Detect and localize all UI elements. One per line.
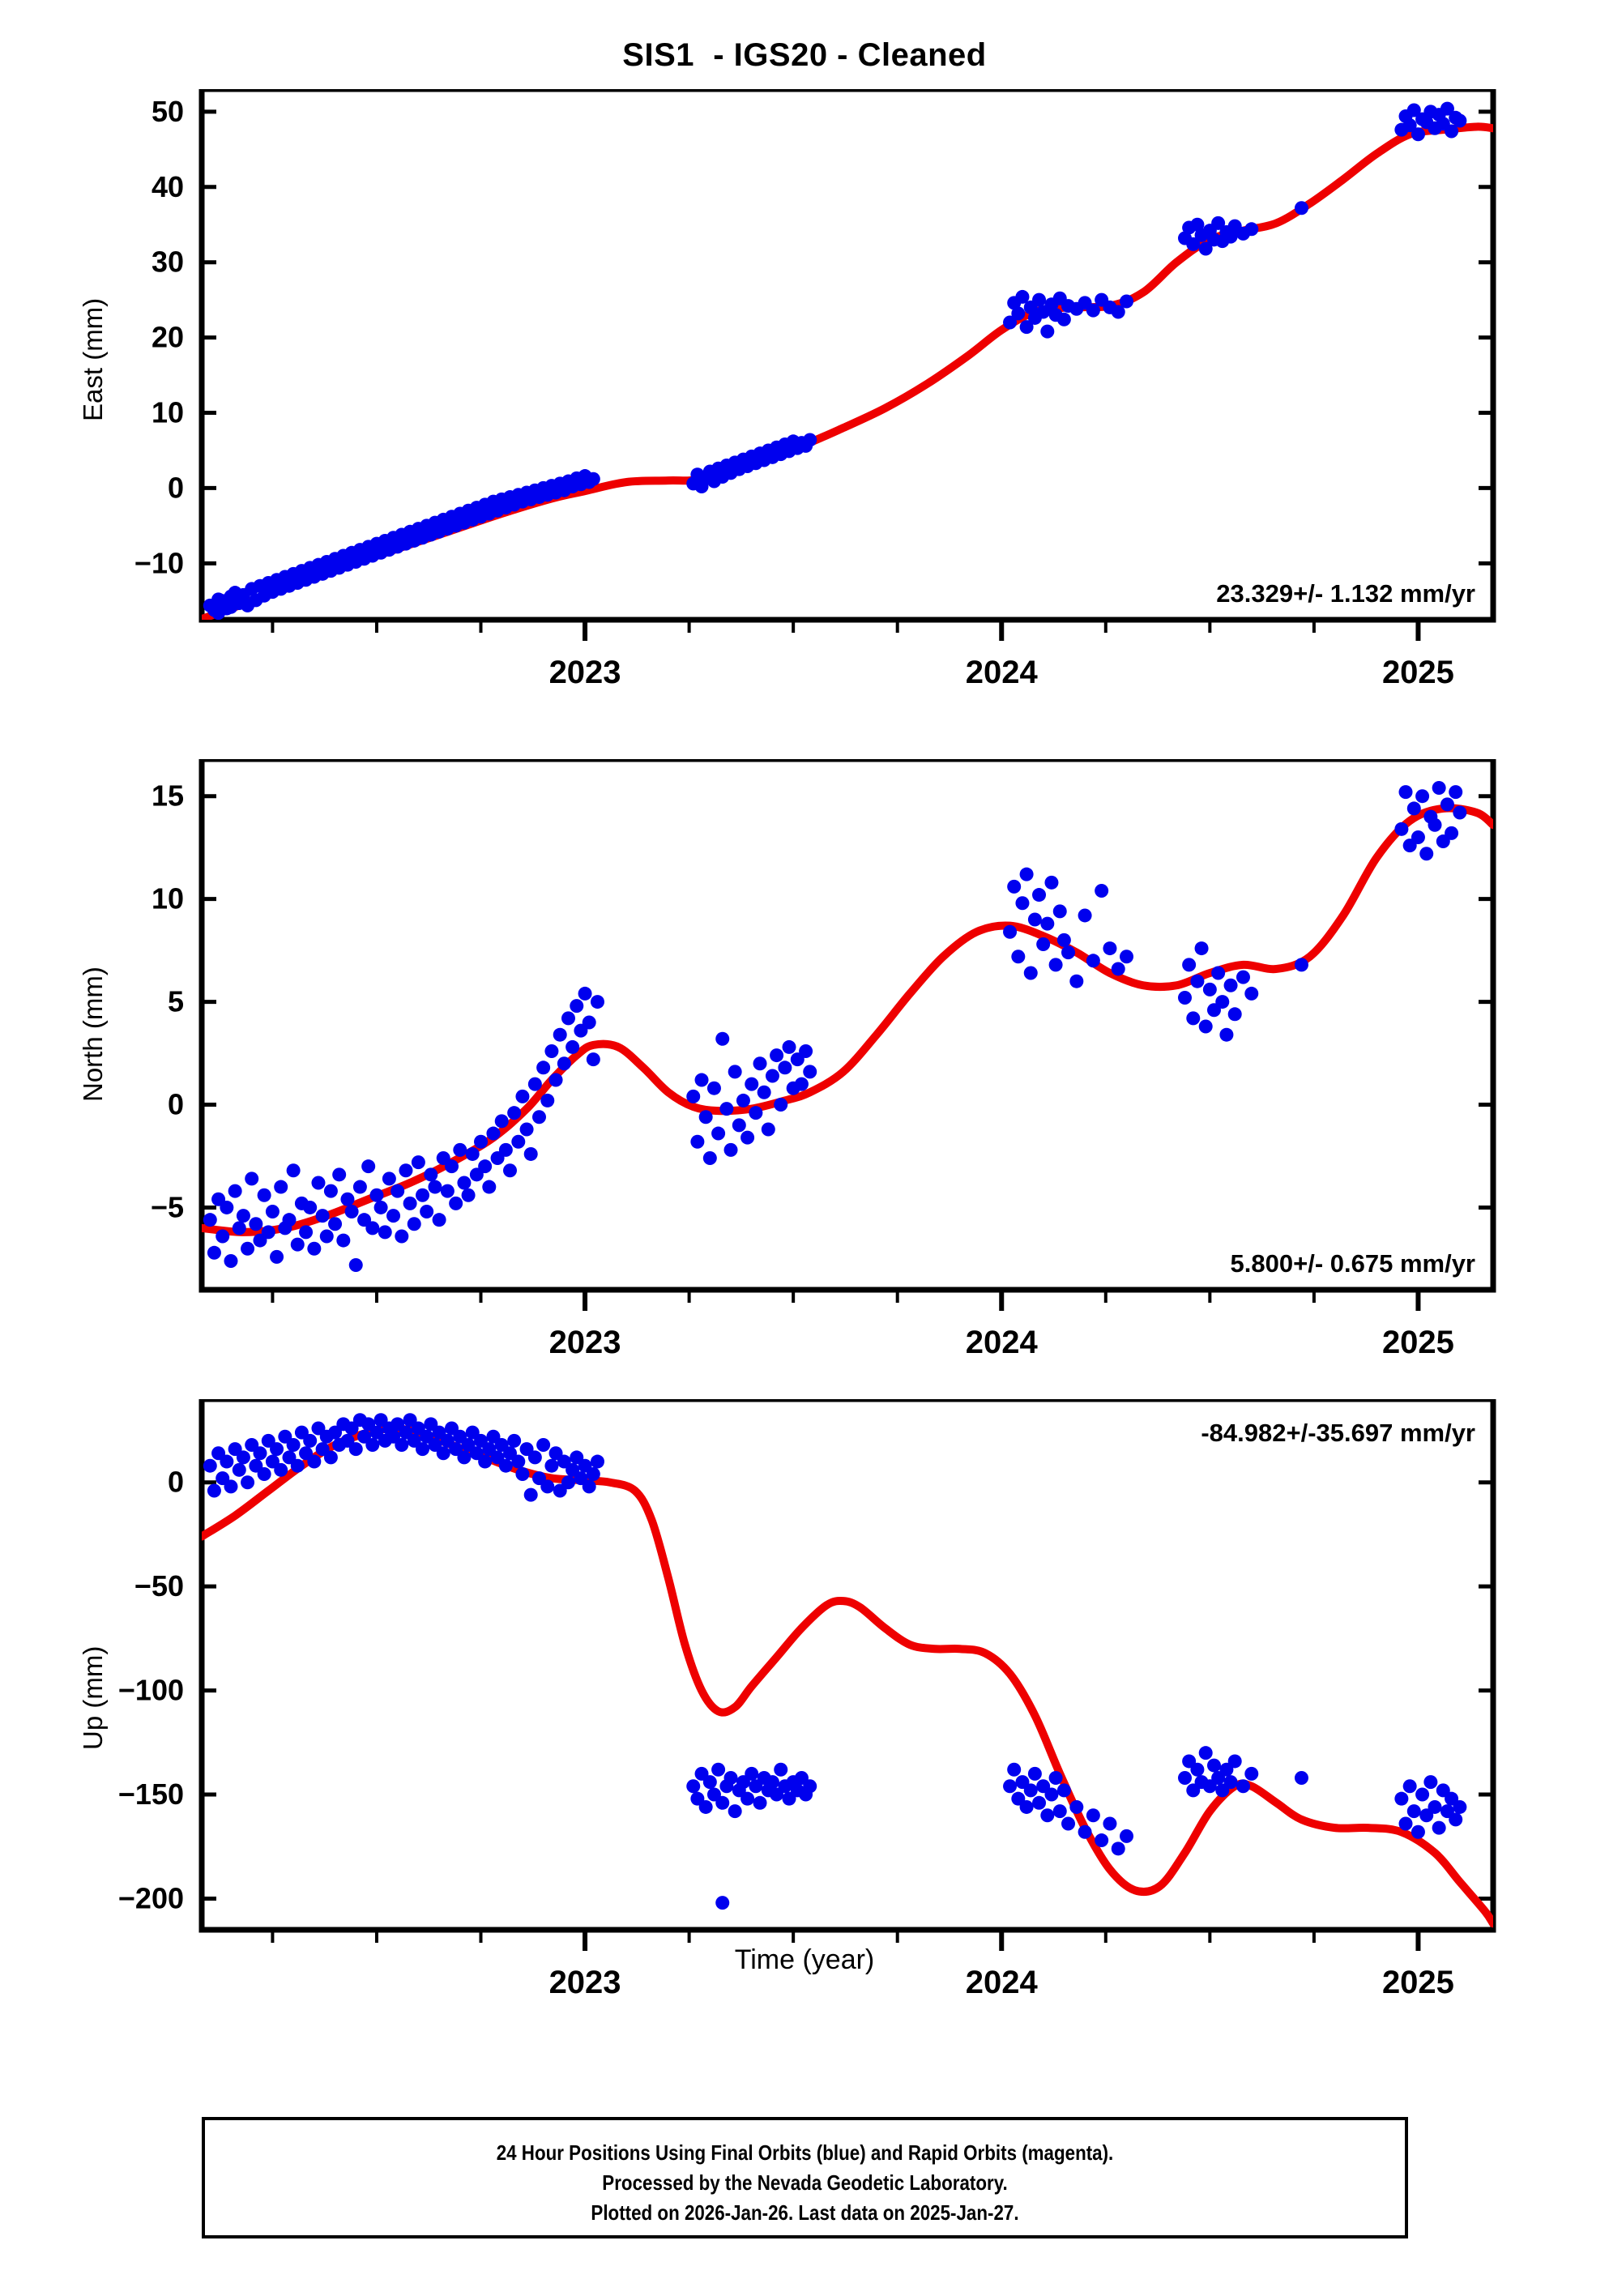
rate-annotation-east: 23.329+/- 1.132 mm/yr: [1216, 579, 1475, 608]
y-tick-label: 10: [152, 882, 184, 915]
y-tick-label: 0: [168, 1466, 184, 1499]
panel-north: −5 0 5 10 15 2023 2024 2025 5.800+/- 0.675 mm/yr: [0, 759, 1609, 1363]
x-tick-label: 2024: [966, 655, 1039, 690]
y-tick-label: 20: [152, 321, 184, 354]
y-tick-label: −50: [134, 1569, 184, 1603]
data-points: [203, 1413, 1467, 1910]
y-tick-label: 50: [152, 95, 184, 128]
data-points: [203, 781, 1467, 1273]
y-tick-label: 0: [168, 1088, 184, 1121]
panel-east: −10 0 10 20 30 40 50 2023 2024 2025 23.329+/- 1.13…: [0, 89, 1609, 693]
y-tick-label: −10: [134, 546, 184, 579]
y-tick-label: 40: [152, 170, 184, 203]
page-title: SIS1 - IGS20 - Cleaned: [622, 37, 987, 73]
y-axis-label-east: East (mm): [78, 297, 108, 421]
y-axis-label-north: North (mm): [78, 967, 108, 1102]
footer-line-2: Processed by the Nevada Geodetic Laborat…: [602, 2170, 1008, 2195]
x-tick-label: 2023: [549, 1965, 621, 2000]
footer-line-3: Plotted on 2026-Jan-26. Last data on 202…: [591, 2200, 1019, 2225]
x-tick-label: 2025: [1382, 1325, 1454, 1360]
x-tick-label: 2023: [549, 655, 621, 690]
y-tick-label: 5: [168, 985, 184, 1018]
rate-annotation-north: 5.800+/- 0.675 mm/yr: [1231, 1249, 1475, 1278]
footer-note: 24 Hour Positions Using Final Orbits (bl…: [202, 2117, 1408, 2238]
y-tick-label: 0: [168, 471, 184, 504]
x-tick-label: 2023: [549, 1325, 621, 1360]
x-tick-label: 2025: [1382, 1965, 1454, 2000]
rate-annotation-up: -84.982+/-35.697 mm/yr: [1201, 1419, 1475, 1447]
x-tick-label: 2024: [966, 1965, 1039, 2000]
y-tick-label: 15: [152, 779, 184, 813]
y-axis-label-up: Up (mm): [78, 1645, 108, 1750]
y-tick-label: 30: [152, 245, 184, 279]
y-tick-label: −200: [118, 1881, 184, 1914]
x-tick-label: 2025: [1382, 655, 1454, 690]
x-axis-label: Time (year): [734, 1944, 875, 1975]
y-tick-label: −100: [118, 1674, 184, 1707]
x-tick-label: 2024: [966, 1325, 1039, 1360]
chart-up: 0 −50 −100 −150 −200 2023 2024 2025 -84.982+/-35…: [118, 1399, 1496, 2000]
y-tick-label: −5: [151, 1190, 184, 1223]
chart-east: −10 0 10 20 30 40 50 2023 2024 2025 23.329+/- 1.13…: [134, 89, 1496, 690]
panel-up: 0 −50 −100 −150 −200 2023 2024 2025 -84.982+/-35…: [0, 1399, 1609, 2003]
y-tick-label: −150: [118, 1777, 184, 1811]
chart-north: −5 0 5 10 15 2023 2024 2025 5.800+/- 0.675 mm/yr: [151, 759, 1496, 1360]
data-points: [203, 101, 1467, 620]
y-tick-label: 10: [152, 396, 184, 429]
footer-line-1: 24 Hour Positions Using Final Orbits (bl…: [496, 2140, 1114, 2165]
